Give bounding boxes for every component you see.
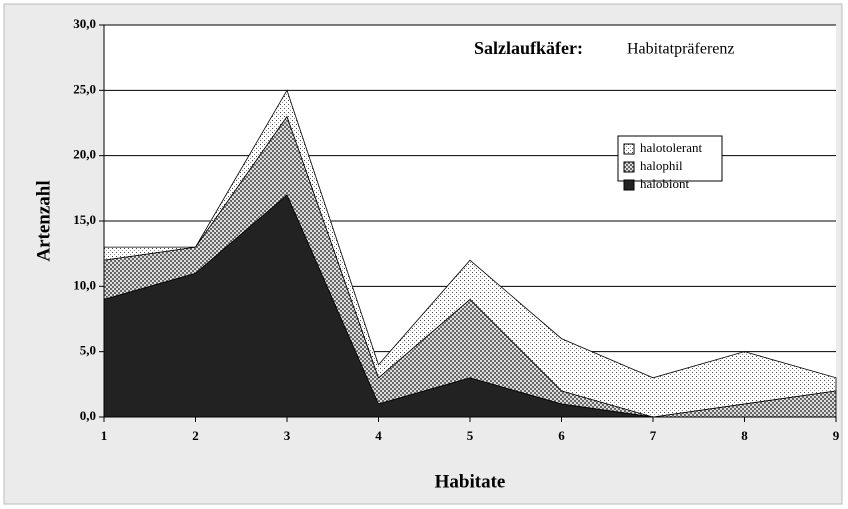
legend-label: halobiont bbox=[640, 176, 689, 191]
x-tick-label: 4 bbox=[375, 428, 382, 443]
y-tick-label: 15,0 bbox=[73, 212, 96, 227]
legend-label: halotolerant bbox=[640, 140, 702, 155]
x-tick-label: 2 bbox=[192, 428, 199, 443]
chart-title: Salzlaufkäfer: bbox=[474, 38, 583, 58]
y-tick-label: 0,0 bbox=[80, 408, 96, 423]
y-tick-label: 20,0 bbox=[73, 147, 96, 162]
x-tick-label: 7 bbox=[650, 428, 657, 443]
legend-swatch bbox=[623, 161, 635, 173]
legend-swatch bbox=[623, 179, 635, 191]
x-axis-label: Habitate bbox=[435, 471, 506, 492]
x-tick-label: 9 bbox=[833, 428, 840, 443]
legend-box bbox=[617, 135, 723, 182]
x-tick-label: 6 bbox=[558, 428, 565, 443]
x-tick-label: 1 bbox=[101, 428, 108, 443]
chart-subtitle: Habitatpräferenz bbox=[627, 41, 734, 58]
x-tick-label: 3 bbox=[284, 428, 291, 443]
y-axis-label: Artenzahl bbox=[33, 180, 54, 261]
x-tick-label: 8 bbox=[741, 428, 748, 443]
x-tick-label: 5 bbox=[467, 428, 474, 443]
legend-swatch bbox=[623, 143, 635, 155]
y-tick-label: 25,0 bbox=[73, 81, 96, 96]
legend-label: halophil bbox=[640, 158, 683, 173]
y-tick-label: 5,0 bbox=[80, 343, 96, 358]
area bbox=[103, 89, 837, 418]
y-tick-label: 10,0 bbox=[73, 277, 96, 292]
y-tick-label: 30,0 bbox=[73, 16, 96, 31]
